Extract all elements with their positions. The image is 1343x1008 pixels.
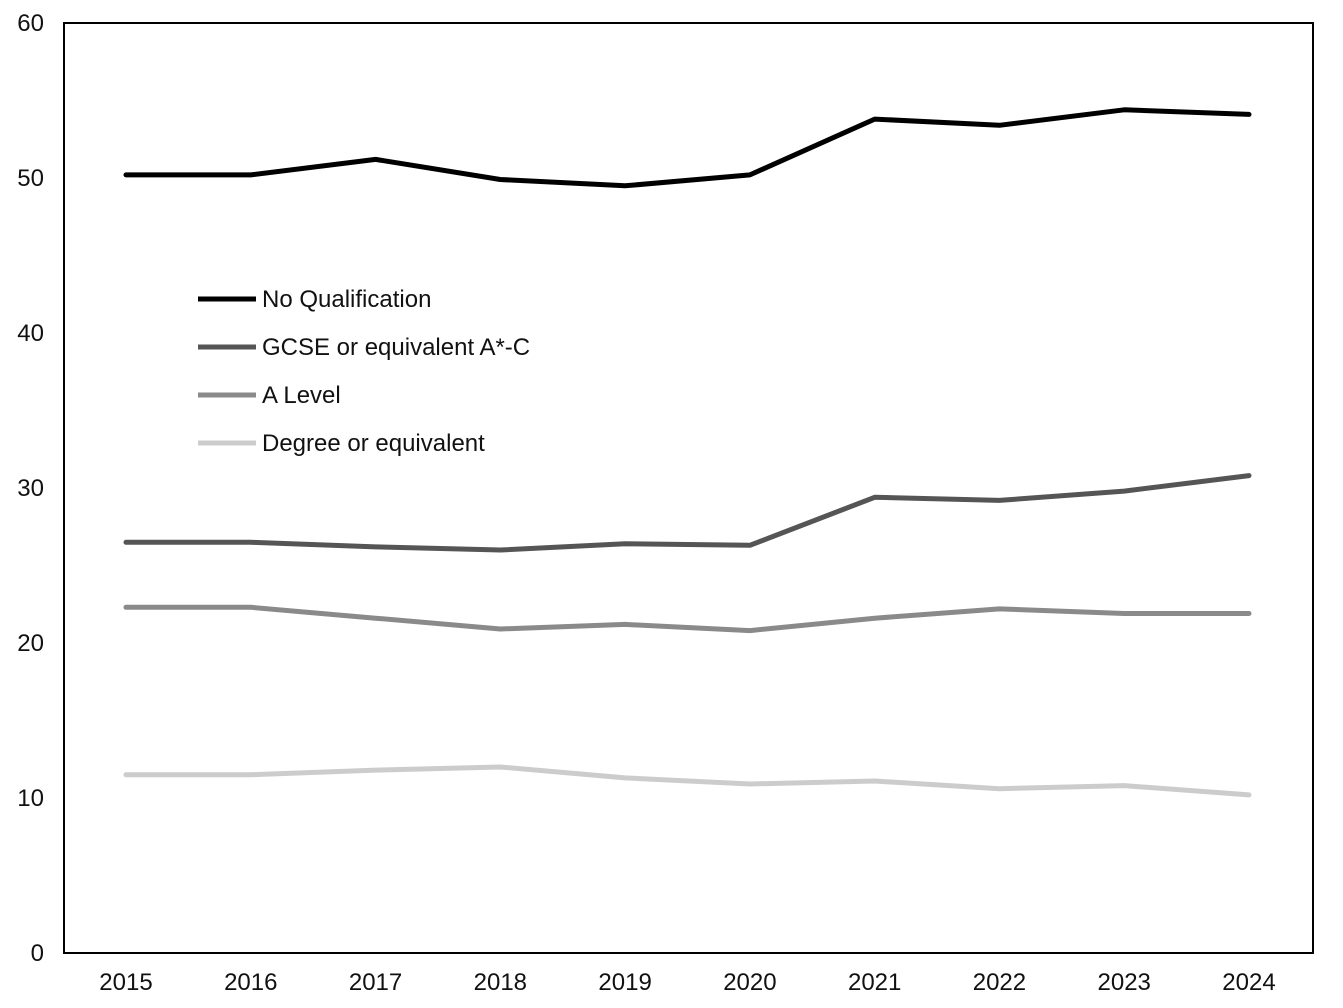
series-line-3 [123, 764, 1252, 798]
y-tick-label: 60 [17, 10, 44, 37]
y-tick-label: 50 [17, 165, 44, 192]
x-tick-label: 2017 [349, 969, 402, 996]
legend-label: Degree or equivalent [262, 430, 485, 457]
x-tick-label: 2024 [1222, 969, 1275, 996]
x-tick-label: 2018 [474, 969, 527, 996]
y-axis: 0 10 20 30 40 50 60 [17, 10, 44, 967]
x-tick-label: 2023 [1098, 969, 1151, 996]
legend-label: No Qualification [262, 286, 431, 313]
series-layer [123, 107, 1252, 798]
x-tick-label: 2022 [973, 969, 1026, 996]
y-tick-label: 10 [17, 785, 44, 812]
y-tick-label: 30 [17, 475, 44, 502]
x-tick-label: 2016 [224, 969, 277, 996]
series-line-2 [123, 604, 1252, 634]
legend-label: A Level [262, 382, 341, 409]
x-axis: 2015 2016 2017 2018 2019 2020 2021 2022 2023 2024 [99, 969, 1275, 996]
y-tick-label: 40 [17, 320, 44, 347]
x-tick-label: 2021 [848, 969, 901, 996]
y-tick-label: 0 [31, 940, 44, 967]
x-tick-label: 2015 [99, 969, 152, 996]
series-line-1 [123, 473, 1252, 553]
x-tick-label: 2020 [723, 969, 776, 996]
legend: No Qualification GCSE or equivalent A*-C A… [198, 286, 530, 457]
y-tick-label: 20 [17, 630, 44, 657]
series-line-0 [123, 107, 1252, 189]
legend-label: GCSE or equivalent A*-C [262, 334, 530, 361]
x-tick-label: 2019 [598, 969, 651, 996]
plot-area-frame [63, 22, 1314, 954]
